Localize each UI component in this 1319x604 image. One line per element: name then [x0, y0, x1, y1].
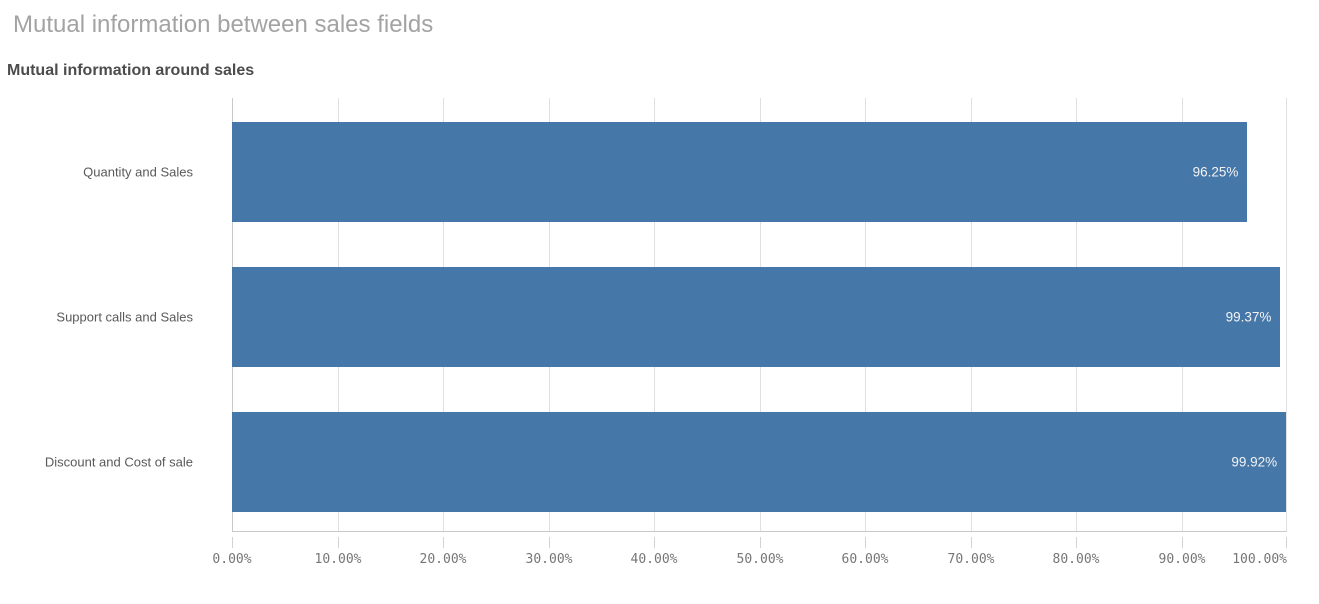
- plot-area: 0.00% 10.00% 20.00% 30.00% 40.00% 50.00% 60.00…: [45, 98, 1287, 567]
- axis-tick: [1286, 537, 1287, 548]
- bar-value-label: 99.37%: [1225, 309, 1272, 325]
- axis-tick: [232, 537, 233, 548]
- axis-tick: [865, 537, 866, 548]
- x-axis-tick-label: 30.00%: [525, 552, 573, 567]
- x-axis-tick-label: 40.00%: [630, 552, 678, 567]
- axis-tick: [338, 537, 339, 548]
- y-axis-category-label: Support calls and Sales: [56, 309, 193, 325]
- chart-subtitle: Mutual information around sales: [7, 62, 255, 79]
- axis-tick: [1076, 537, 1077, 548]
- x-axis-tick-label: 50.00%: [736, 552, 784, 567]
- x-axis-tick-label: 80.00%: [1052, 552, 1100, 567]
- axis-tick: [760, 537, 761, 548]
- axis-tick: [443, 537, 444, 548]
- x-axis-tick-label: 20.00%: [419, 552, 467, 567]
- x-axis-tick-label: 10.00%: [314, 552, 362, 567]
- page-title: Mutual information between sales fields: [13, 11, 434, 38]
- bar[interactable]: 96.25%: [232, 122, 1248, 222]
- bar[interactable]: 99.37%: [232, 267, 1281, 367]
- axis-tick: [1182, 537, 1183, 548]
- bar-value-label: 99.92%: [1231, 454, 1278, 470]
- axis-tick: [549, 537, 550, 548]
- y-axis-category-label: Quantity and Sales: [83, 164, 193, 180]
- gridline: [1286, 98, 1287, 531]
- x-axis-tick-label: 100.00%: [1232, 552, 1287, 567]
- axis-tick: [971, 537, 972, 548]
- x-axis-tick-label: 60.00%: [841, 552, 889, 567]
- x-axis-tick-label: 90.00%: [1158, 552, 1206, 567]
- y-axis-category-label: Discount and Cost of sale: [44, 454, 193, 470]
- bar-value-label: 96.25%: [1192, 164, 1239, 180]
- x-axis-tick-label: 70.00%: [947, 552, 995, 567]
- x-axis-tick-label: 0.00%: [212, 552, 252, 567]
- bar[interactable]: 99.92%: [232, 412, 1287, 512]
- axis-tick: [654, 537, 655, 548]
